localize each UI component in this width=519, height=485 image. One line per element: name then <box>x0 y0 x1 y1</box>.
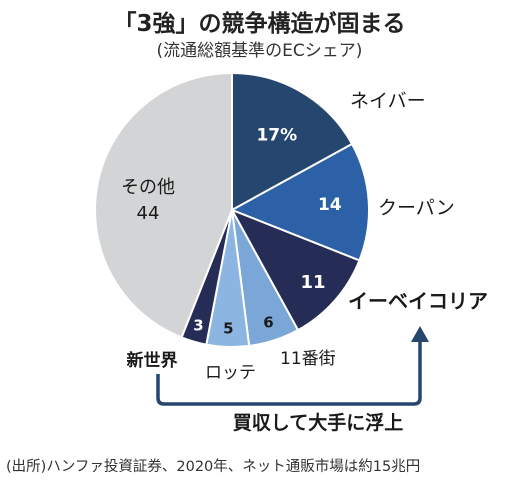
pie-slice <box>231 71 354 212</box>
slice-name-label: クーパン <box>378 197 455 219</box>
source-note: (出所)ハンファ投資証券、2020年、ネット通販市場は約15兆円 <box>6 459 421 475</box>
slice-name-label: その他 <box>121 177 175 198</box>
pie-slices <box>94 71 370 348</box>
pie-slice <box>94 71 233 339</box>
slice-name-label: ロッテ <box>205 363 256 383</box>
slice-name-label: 11番街 <box>280 349 336 369</box>
acquisition-arrow <box>156 340 422 406</box>
slice-value-label: 6 <box>263 314 273 332</box>
pie-slice <box>229 142 370 262</box>
slice-value-label: 17% <box>256 125 297 145</box>
acquisition-annotation: 買収して大手に浮上 <box>233 411 403 434</box>
slice-name-label: イーベイコリア <box>348 289 488 313</box>
slice-value-label: 11 <box>300 272 325 293</box>
slice-value-label: 44 <box>137 203 160 224</box>
slice-value-label: 5 <box>223 319 233 337</box>
chart-subtitle: (流通総額基準のECシェア) <box>156 41 363 61</box>
slice-name-label: ネイバー <box>350 90 426 112</box>
pie-labels: 17% ネイバー 14 クーパン 11 イーベイコリア 6 11番街 5 ロッテ 3 新世界 その他 44 <box>121 90 488 383</box>
slice-name-label: 新世界 <box>127 350 178 371</box>
pie-slice <box>229 208 361 332</box>
slice-value-label: 14 <box>318 195 342 215</box>
chart-title: 「3強」の競争構造が固まる <box>113 11 406 37</box>
acquisition-arrow-head <box>411 326 429 342</box>
slice-value-label: 3 <box>193 317 203 335</box>
